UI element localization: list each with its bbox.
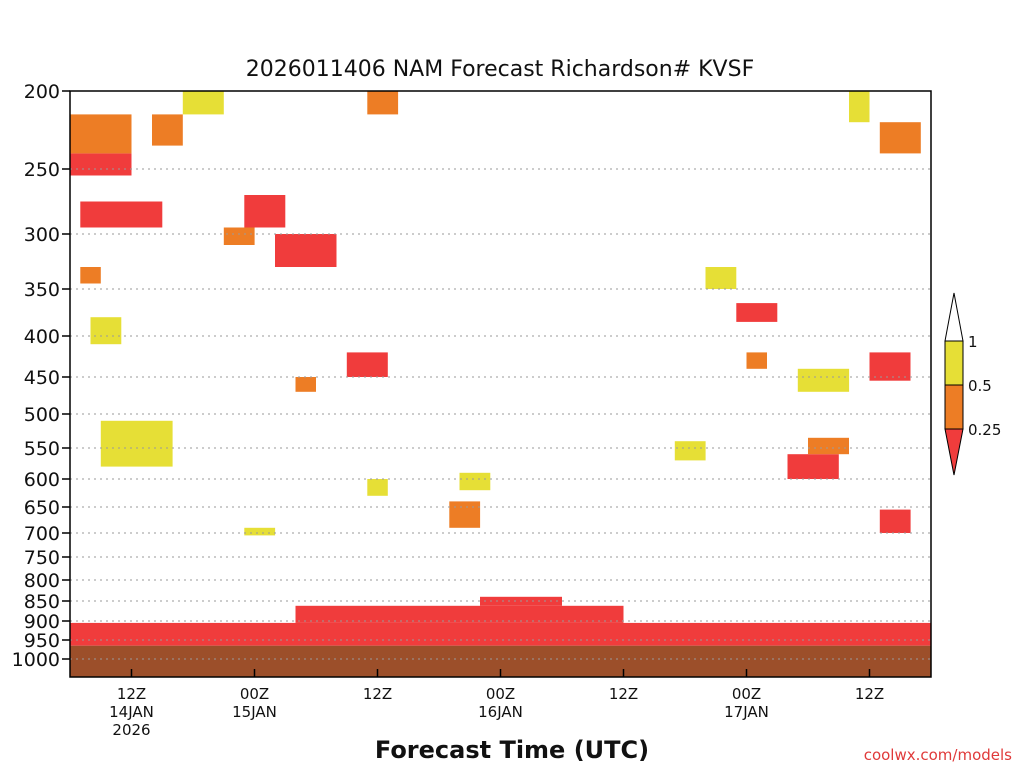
legend-label-0: 1 xyxy=(968,333,978,351)
cell-ri-0-25-0-5 xyxy=(152,114,183,146)
cell-ri-0-5-1 xyxy=(367,479,388,496)
cell-ri-0-25 xyxy=(80,201,163,228)
cell-ri-0-25-0-5 xyxy=(80,267,101,284)
y-tick-label-350: 350 xyxy=(24,279,60,301)
y-tick-label-700: 700 xyxy=(24,523,60,545)
legend-cap-top xyxy=(944,292,964,342)
y-tick-label-1000: 1000 xyxy=(12,649,60,671)
cell-ri-0-25-0-5 xyxy=(367,91,399,115)
y-tick-label-950: 950 xyxy=(24,630,60,652)
grid-lines xyxy=(70,168,931,660)
x-tick-label-0-0: 12Z xyxy=(117,685,146,703)
y-tick-label-300: 300 xyxy=(24,224,60,246)
y-tick-label-400: 400 xyxy=(24,326,60,348)
cell-ri-0-5-1 xyxy=(244,527,276,536)
legend: 1 0.5 0.25 xyxy=(944,292,1001,476)
y-tick-label-650: 650 xyxy=(24,497,60,519)
y-tick-label-500: 500 xyxy=(24,404,60,426)
x-tick-label-1-0: 00Z xyxy=(240,685,269,703)
cell-ri-0-25 xyxy=(295,605,624,623)
legend-swatch-mid xyxy=(944,384,964,430)
legend-label-2: 0.25 xyxy=(968,421,1001,439)
cell-ri-0-25 xyxy=(879,509,911,533)
legend-cap-bottom xyxy=(944,428,964,476)
y-tick-label-600: 600 xyxy=(24,469,60,491)
cell-ri-0-25 xyxy=(346,352,388,377)
x-tick-label-4-0: 12Z xyxy=(609,685,638,703)
cell-ri-0-5-1 xyxy=(705,267,737,289)
cell-ri-0-5-1 xyxy=(100,420,173,467)
cell-ri-0-5-1 xyxy=(797,368,850,392)
cell-ri-0-25 xyxy=(70,153,132,176)
x-tick-label-3-0: 00Z xyxy=(486,685,515,703)
cell-ri-0-25 xyxy=(787,454,839,479)
x-tick-label-0-1: 14JAN xyxy=(109,703,154,721)
x-tick-label-3-1: 16JAN xyxy=(478,703,523,721)
cell-ri-0-5-1 xyxy=(459,472,491,491)
y-tick-label-900: 900 xyxy=(24,611,60,633)
legend-label-1: 0.5 xyxy=(968,377,992,395)
cell-ri-0-25-0-5 xyxy=(808,437,849,455)
x-tick-label-6-0: 12Z xyxy=(855,685,884,703)
y-tick-label-750: 750 xyxy=(24,547,60,569)
y-tick-label-200: 200 xyxy=(24,81,60,103)
cell-ri-0-25 xyxy=(275,234,337,267)
x-tick-label-5-1: 17JAN xyxy=(724,703,769,721)
cell-ri-0-25-0-5 xyxy=(746,352,767,369)
plot-cells xyxy=(70,91,931,677)
cell-ri-0-25-0-5 xyxy=(223,227,255,245)
cell-ri-0-5-1 xyxy=(182,91,224,115)
chart-title: 2026011406 NAM Forecast Richardson# KVSF xyxy=(246,57,754,82)
cell-ri-0-25 xyxy=(70,622,931,646)
cell-ri-0-25-0-5 xyxy=(879,122,921,154)
y-tick-label-550: 550 xyxy=(24,438,60,460)
y-axis: 200 250 300 350 400 450 500 550 600 650 7007508008… xyxy=(12,81,70,671)
cell-ri-0-5-1 xyxy=(90,317,122,345)
y-tick-label-450: 450 xyxy=(24,367,60,389)
cell-ri-0-5-1 xyxy=(849,91,870,123)
cell-ri-0-25-0-5 xyxy=(449,501,481,528)
cell-ri-0-25 xyxy=(869,352,911,381)
credit-link[interactable]: coolwx.com/models xyxy=(864,746,1012,764)
y-tick-label-850: 850 xyxy=(24,591,60,613)
cell-ri-0-25 xyxy=(244,195,286,228)
cell-ri-0-25-0-5 xyxy=(70,114,132,154)
y-tick-label-250: 250 xyxy=(24,159,60,181)
x-tick-label-1-1: 15JAN xyxy=(232,703,277,721)
x-axis-title: Forecast Time (UTC) xyxy=(375,736,649,764)
cell-ri-0-25 xyxy=(736,303,778,322)
x-tick-label-5-0: 00Z xyxy=(732,685,761,703)
x-tick-label-2-0: 12Z xyxy=(363,685,392,703)
y-tick-label-800: 800 xyxy=(24,570,60,592)
legend-swatch-high xyxy=(944,340,964,386)
cell-ri-0-5-1 xyxy=(674,441,706,461)
cell-ri-0-25-0-5 xyxy=(295,377,316,392)
x-tick-label-0-2: 2026 xyxy=(112,721,150,739)
